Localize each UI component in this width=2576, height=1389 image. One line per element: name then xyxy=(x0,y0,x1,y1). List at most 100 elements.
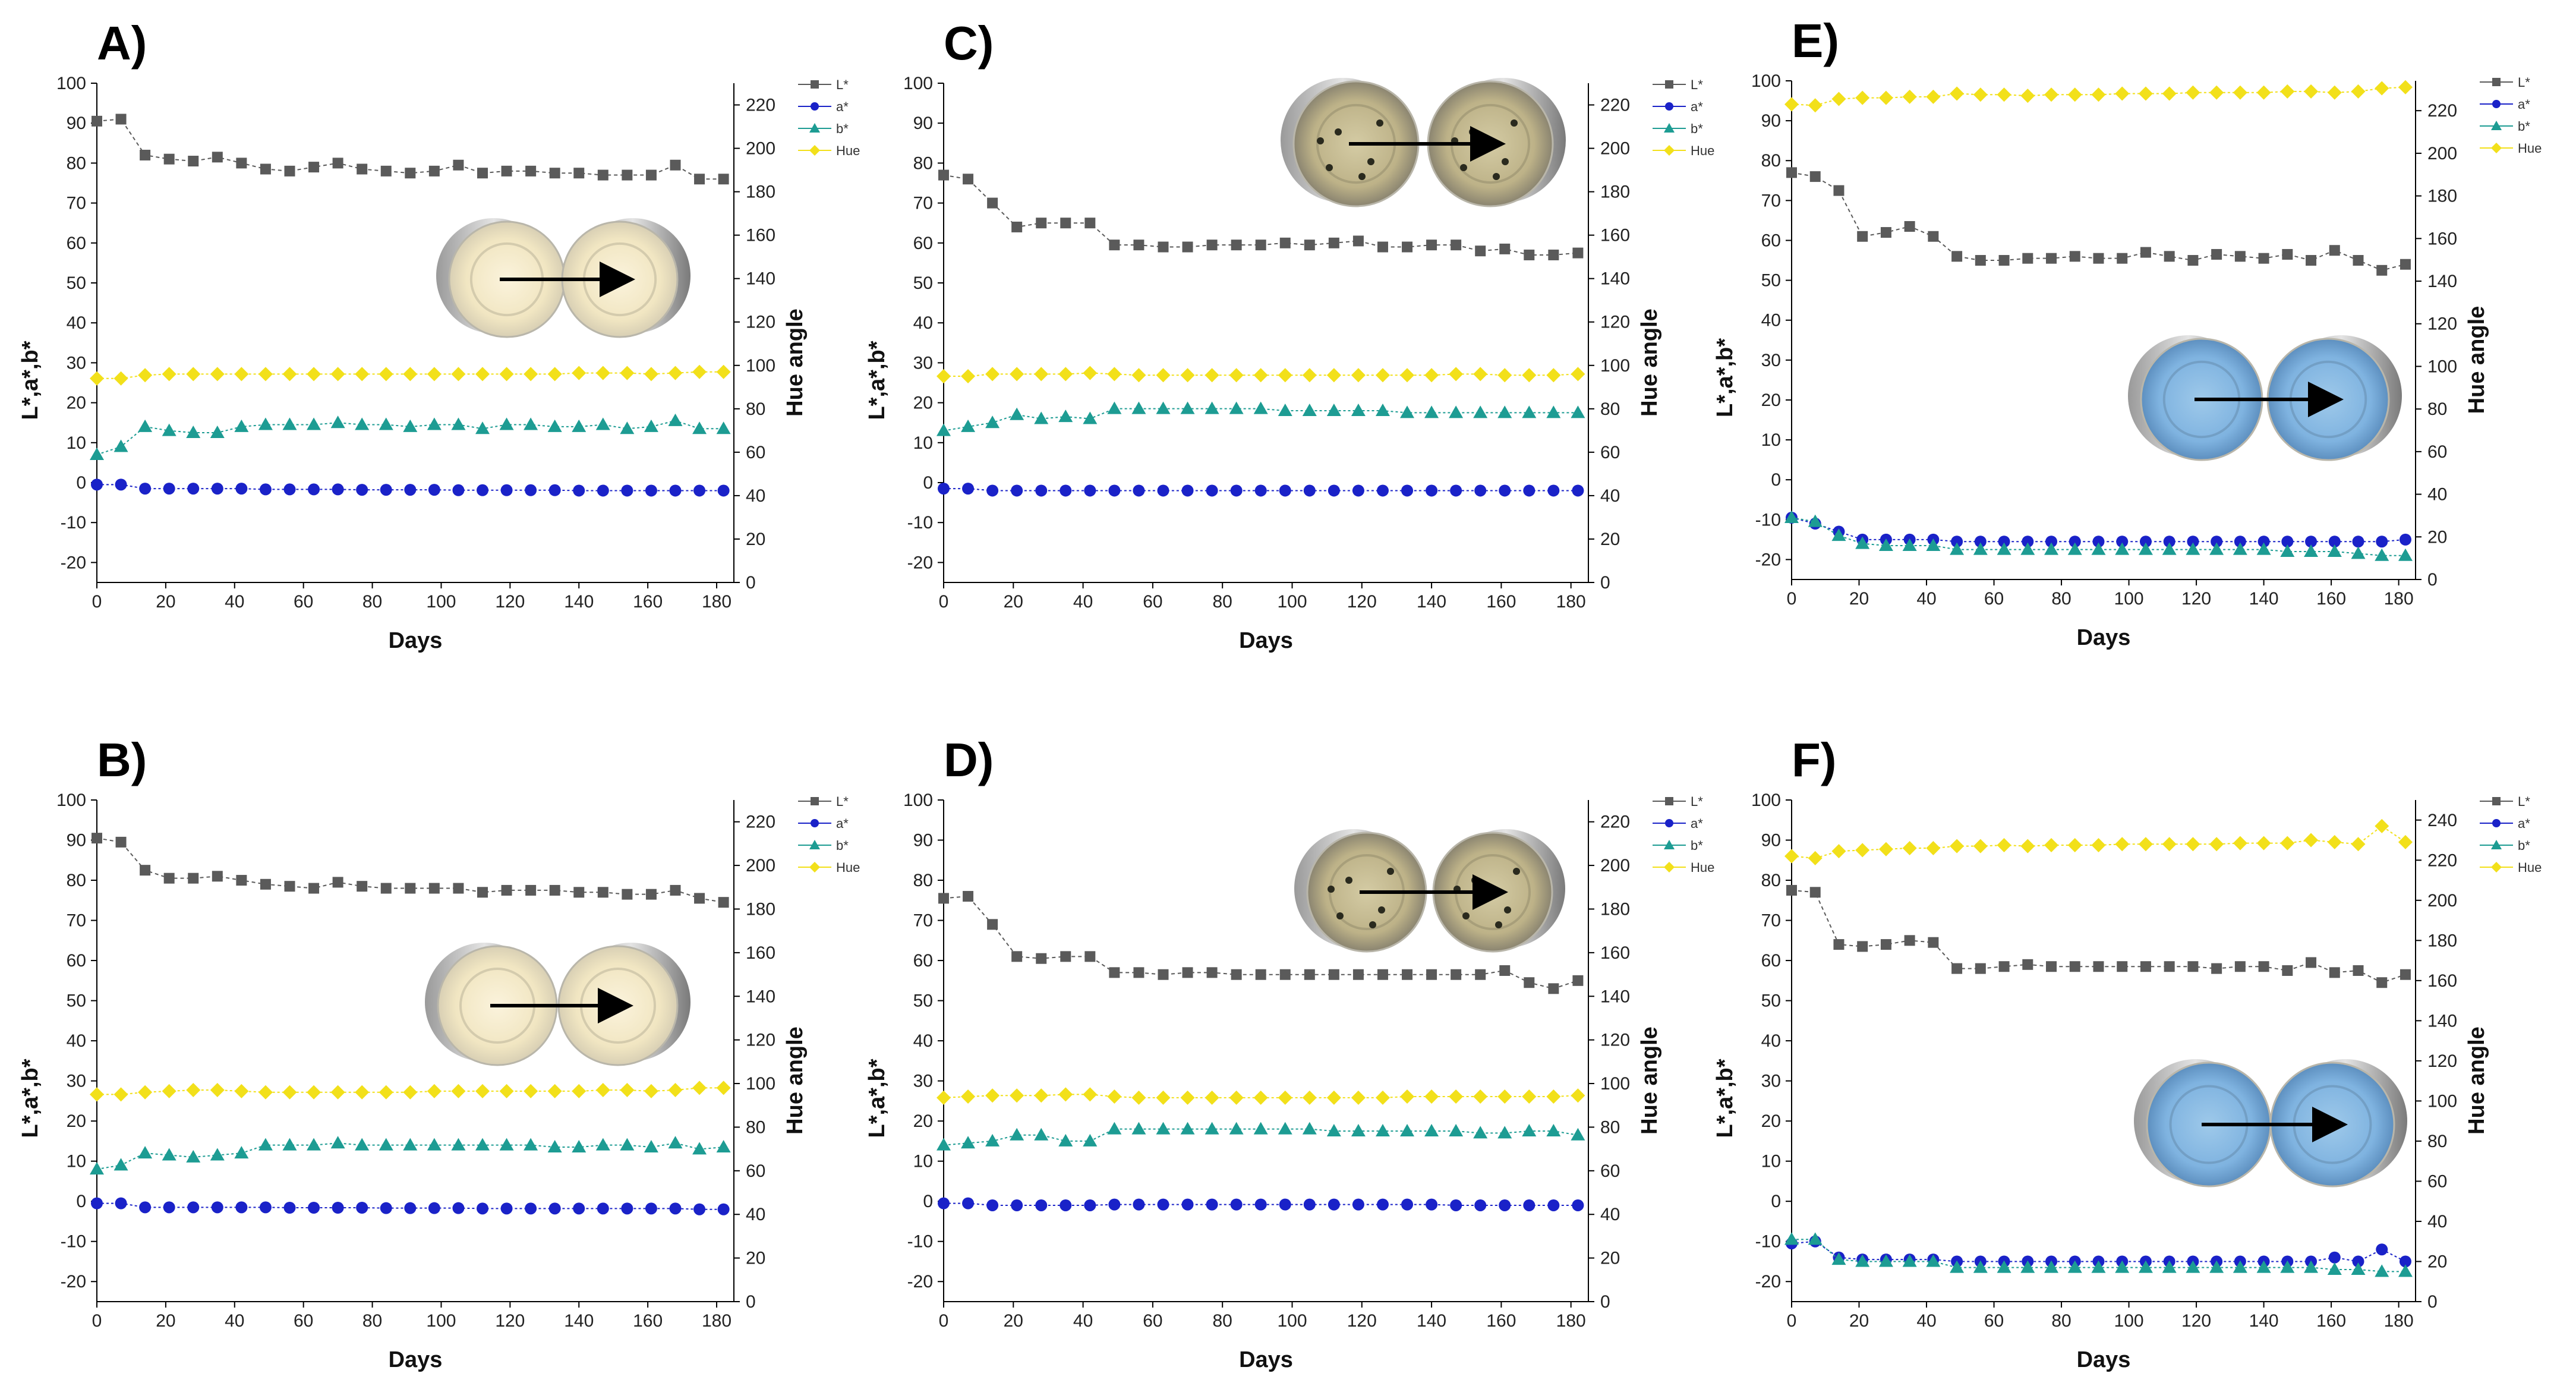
legend-marker xyxy=(1664,840,1675,849)
y-tick-label: 70 xyxy=(1761,191,1781,210)
data-point-a xyxy=(2257,536,2270,548)
spot-mark xyxy=(1336,912,1344,919)
data-point-b xyxy=(210,426,225,438)
legend-label: L* xyxy=(1691,77,1703,92)
data-point-hue xyxy=(1083,1087,1098,1102)
data-point-b xyxy=(355,1138,370,1151)
y-tick-label: 20 xyxy=(913,1111,933,1131)
data-point-b xyxy=(595,417,610,430)
data-point-b xyxy=(1997,1260,2011,1273)
data-point-L xyxy=(1451,240,1462,251)
data-point-L xyxy=(1036,218,1047,229)
data-point-b xyxy=(475,1138,490,1151)
data-point-hue xyxy=(2351,837,2366,852)
data-point-b xyxy=(985,415,1000,429)
data-point-b xyxy=(427,417,442,430)
legend-label: b* xyxy=(836,838,849,853)
data-point-hue xyxy=(1808,851,1823,865)
data-point-a xyxy=(1951,536,1963,548)
data-point-hue xyxy=(1950,86,1965,101)
x-tick-label: 180 xyxy=(702,592,732,612)
data-point-a xyxy=(428,1202,440,1214)
data-point-a xyxy=(986,1199,999,1211)
data-point-hue xyxy=(2115,837,2130,852)
data-point-L xyxy=(1786,884,1797,896)
data-point-hue xyxy=(2186,85,2200,100)
y-tick-label: -20 xyxy=(1755,550,1781,569)
y2-tick-label: 100 xyxy=(746,1074,775,1094)
data-point-hue xyxy=(2020,89,2035,103)
data-point-b xyxy=(1902,1254,1917,1267)
data-point-hue xyxy=(475,1084,490,1098)
data-point-L xyxy=(2164,251,2175,262)
data-point-hue xyxy=(1546,1089,1561,1104)
data-point-b xyxy=(499,1138,514,1151)
data-point-hue xyxy=(1156,368,1171,383)
data-point-b xyxy=(668,413,683,426)
data-point-hue xyxy=(210,1083,225,1098)
y-tick-label: 80 xyxy=(913,153,933,173)
data-point-hue xyxy=(2138,837,2153,852)
y-tick-label: 100 xyxy=(56,74,86,93)
x-tick-label: 120 xyxy=(1347,1311,1377,1331)
x-tick-label: 40 xyxy=(225,1311,244,1331)
data-point-L xyxy=(1809,171,1821,182)
data-point-L xyxy=(2211,963,2222,974)
x-tick-label: 100 xyxy=(426,592,456,612)
x-tick-label: 20 xyxy=(156,592,175,612)
data-point-hue xyxy=(716,364,731,379)
y-tick-label: 0 xyxy=(1771,470,1781,490)
x-tick-label: 60 xyxy=(1984,589,2004,609)
data-point-a xyxy=(187,1201,200,1214)
data-point-b xyxy=(2351,546,2366,559)
data-point-b xyxy=(1449,405,1464,418)
y-tick-label: 0 xyxy=(76,473,86,493)
data-point-L xyxy=(308,162,320,173)
data-point-L xyxy=(2376,977,2388,988)
data-point-b xyxy=(1180,401,1195,414)
data-point-hue xyxy=(2280,84,2295,99)
data-point-L xyxy=(1524,977,1535,988)
data-point-a xyxy=(1352,1198,1364,1211)
y-tick-label: -10 xyxy=(61,513,86,533)
y2-tick-label: 200 xyxy=(746,856,775,875)
data-point-hue xyxy=(1522,1089,1537,1104)
series-line-Hue xyxy=(943,1094,1578,1098)
data-point-a xyxy=(2139,536,2152,548)
legend-marker xyxy=(1664,123,1675,133)
data-point-hue xyxy=(2162,86,2177,101)
data-point-a xyxy=(332,1202,344,1214)
data-point-hue xyxy=(113,371,128,386)
data-point-L xyxy=(1377,969,1388,980)
spot-mark xyxy=(1369,921,1376,928)
data-point-hue xyxy=(620,366,635,380)
x-axis-label: Days xyxy=(2077,1347,2131,1372)
data-point-a xyxy=(1035,484,1048,497)
data-point-L xyxy=(1548,249,1559,260)
sample-photo xyxy=(425,943,690,1066)
data-point-b xyxy=(1926,1254,1941,1267)
legend-marker xyxy=(811,80,819,89)
data-point-b xyxy=(2233,542,2247,555)
y-tick-label: 30 xyxy=(913,353,933,373)
y-tick-label: -10 xyxy=(61,1232,86,1252)
chart-panel: A) -20 -10 0 10 20 30 40 50 60 70 80 90 100 0 20 40 60 80 1… xyxy=(18,17,860,653)
data-point-b xyxy=(1808,514,1823,527)
data-point-b xyxy=(572,419,587,432)
data-point-hue xyxy=(451,367,466,382)
data-point-b xyxy=(1326,1124,1341,1137)
x-tick-label: 140 xyxy=(2249,589,2279,609)
data-point-hue xyxy=(692,364,707,379)
y2-tick-label: 220 xyxy=(2427,851,2457,870)
data-point-b xyxy=(547,1140,562,1153)
y-tick-label: 60 xyxy=(1761,951,1781,971)
data-point-a xyxy=(1181,1198,1194,1211)
data-point-hue xyxy=(138,368,153,383)
data-point-a xyxy=(2069,536,2081,548)
data-point-a xyxy=(1279,1198,1291,1211)
data-point-a xyxy=(1157,484,1169,497)
spot-mark xyxy=(1367,158,1374,165)
data-point-a xyxy=(115,478,127,491)
data-point-L xyxy=(357,881,368,892)
data-point-a xyxy=(693,484,706,497)
